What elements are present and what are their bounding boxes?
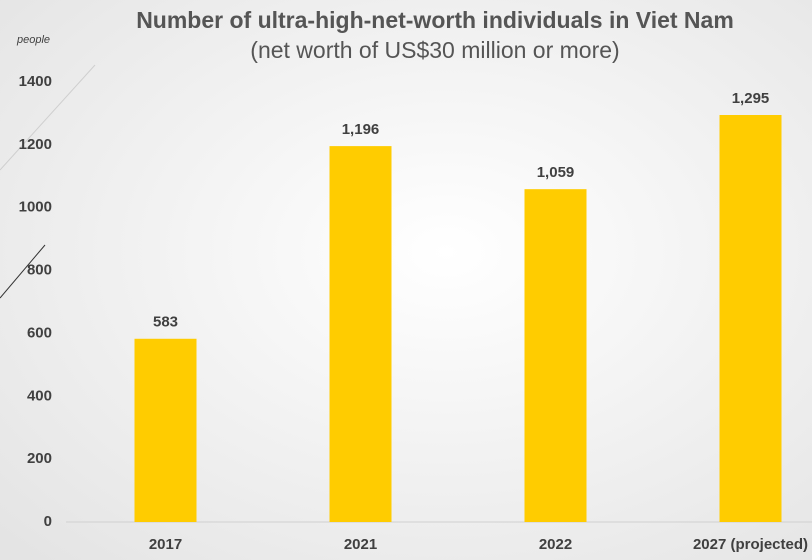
value-label: 1,196 bbox=[342, 121, 380, 138]
bar bbox=[524, 189, 587, 522]
y-tick-label: 800 bbox=[27, 262, 52, 279]
y-tick-label: 600 bbox=[27, 324, 52, 341]
x-tick-label: 2017 bbox=[149, 536, 182, 553]
y-tick-label: 1400 bbox=[19, 73, 52, 90]
bar bbox=[329, 146, 392, 522]
value-label: 1,295 bbox=[732, 90, 770, 107]
y-tick-label: 1200 bbox=[19, 136, 52, 153]
decoration bbox=[0, 244, 46, 299]
y-tick-label: 0 bbox=[44, 513, 52, 530]
chart-title: Number of ultra-high-net-worth individua… bbox=[136, 7, 734, 33]
decoration bbox=[0, 64, 96, 171]
x-tick-label: 2027 (projected) bbox=[693, 536, 808, 553]
y-tick-label: 1000 bbox=[19, 199, 52, 216]
x-tick-label: 2021 bbox=[344, 536, 377, 553]
y-tick-label: 400 bbox=[27, 387, 52, 404]
value-label: 583 bbox=[153, 314, 178, 331]
bar bbox=[134, 338, 197, 522]
chart-subtitle: (net worth of US$30 million or more) bbox=[250, 37, 619, 63]
y-axis-label: people bbox=[16, 34, 50, 46]
bar bbox=[719, 115, 782, 522]
y-tick-label: 200 bbox=[27, 450, 52, 467]
value-label: 1,059 bbox=[537, 164, 575, 181]
x-tick-label: 2022 bbox=[539, 536, 572, 553]
